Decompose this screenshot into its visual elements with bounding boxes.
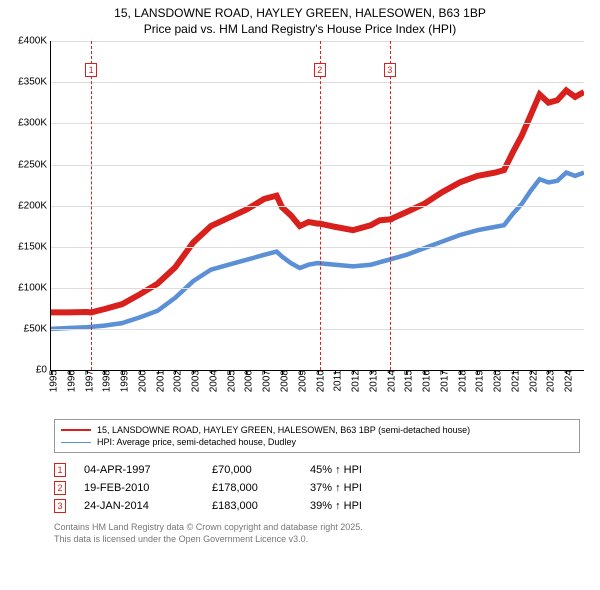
x-tick-label: 1997 [78,370,95,392]
legend-swatch-property [61,429,91,431]
y-tick-label: £200K [18,200,51,211]
legend-item-property: 15, LANSDOWNE ROAD, HAYLEY GREEN, HALESO… [61,424,573,436]
x-tick-label: 2020 [487,370,504,392]
x-tick-label: 2019 [469,370,486,392]
x-tick-label: 2022 [522,370,539,392]
x-tick-label: 2002 [167,370,184,392]
legend-label-hpi: HPI: Average price, semi-detached house,… [97,437,296,447]
chart-container: 15, LANSDOWNE ROAD, HAYLEY GREEN, HALESO… [0,0,600,590]
x-tick-label: 2018 [451,370,468,392]
y-tick-label: £150K [18,241,51,252]
chart-title: 15, LANSDOWNE ROAD, HAYLEY GREEN, HALESO… [10,6,590,37]
x-tick-label: 2006 [238,370,255,392]
y-gridline [51,41,584,42]
x-tick-label: 2021 [504,370,521,392]
x-tick-label: 2010 [309,370,326,392]
x-tick-label: 1998 [96,370,113,392]
sale-date: 04-APR-1997 [84,464,194,476]
x-tick-label: 2001 [149,370,166,392]
sale-date: 19-FEB-2010 [84,482,194,494]
title-line-2: Price paid vs. HM Land Registry's House … [10,22,590,38]
sale-marker: 3 [384,63,396,77]
y-tick-label: £100K [18,282,51,293]
x-tick-label: 2004 [202,370,219,392]
plot-region: £0£50K£100K£150K£200K£250K£300K£350K£400… [50,41,584,371]
x-tick-label: 2013 [362,370,379,392]
sale-price: £183,000 [212,500,292,512]
x-tick-label: 2016 [416,370,433,392]
y-gridline [51,165,584,166]
footer-line-2: This data is licensed under the Open Gov… [54,533,580,545]
x-tick-label: 2005 [220,370,237,392]
sales-row: 1 04-APR-1997 £70,000 45% ↑ HPI [54,461,580,479]
sale-hpi: 39% ↑ HPI [310,500,580,512]
footer-line-1: Contains HM Land Registry data © Crown c… [54,521,580,533]
sale-vline [320,41,321,370]
x-tick-label: 2008 [273,370,290,392]
sale-marker-icon: 3 [54,499,66,513]
y-tick-label: £50K [24,324,51,335]
y-tick-label: £350K [18,77,51,88]
y-gridline [51,288,584,289]
sale-marker-icon: 2 [54,481,66,495]
sale-hpi: 45% ↑ HPI [310,464,580,476]
y-tick-label: £250K [18,159,51,170]
y-tick-label: £300K [18,118,51,129]
x-tick-label: 2011 [327,370,344,392]
x-tick-label: 2024 [558,370,575,392]
legend-label-property: 15, LANSDOWNE ROAD, HAYLEY GREEN, HALESO… [97,425,470,435]
attribution-footer: Contains HM Land Registry data © Crown c… [54,521,580,545]
y-gridline [51,247,584,248]
sale-price: £70,000 [212,464,292,476]
sales-table: 1 04-APR-1997 £70,000 45% ↑ HPI 2 19-FEB-2010… [54,461,580,515]
sales-row: 3 24-JAN-2014 £183,000 39% ↑ HPI [54,497,580,515]
legend: 15, LANSDOWNE ROAD, HAYLEY GREEN, HALESO… [54,419,580,453]
x-tick-label: 1999 [114,370,131,392]
x-tick-label: 2014 [380,370,397,392]
sale-price: £178,000 [212,482,292,494]
x-tick-label: 2007 [256,370,273,392]
x-tick-label: 2009 [291,370,308,392]
x-tick-label: 2012 [345,370,362,392]
y-gridline [51,329,584,330]
sale-vline [390,41,391,370]
sale-date: 24-JAN-2014 [84,500,194,512]
x-tick-label: 2015 [398,370,415,392]
chart-area: £0£50K£100K£150K£200K£250K£300K£350K£400… [50,41,584,411]
x-tick-label: 1996 [60,370,77,392]
sale-marker-icon: 1 [54,463,66,477]
legend-item-hpi: HPI: Average price, semi-detached house,… [61,436,573,448]
sale-marker: 2 [314,63,326,77]
y-tick-label: £400K [18,36,51,47]
y-gridline [51,206,584,207]
sale-marker: 1 [85,63,97,77]
sales-row: 2 19-FEB-2010 £178,000 37% ↑ HPI [54,479,580,497]
x-tick-label: 2023 [540,370,557,392]
x-tick-label: 2017 [433,370,450,392]
x-tick-label: 2000 [131,370,148,392]
y-gridline [51,123,584,124]
sale-hpi: 37% ↑ HPI [310,482,580,494]
x-tick-label: 1995 [43,370,60,392]
title-line-1: 15, LANSDOWNE ROAD, HAYLEY GREEN, HALESO… [10,6,590,22]
y-gridline [51,82,584,83]
x-tick-label: 2003 [185,370,202,392]
hpi-line [51,173,584,329]
legend-swatch-hpi [61,442,91,443]
sale-vline [91,41,92,370]
